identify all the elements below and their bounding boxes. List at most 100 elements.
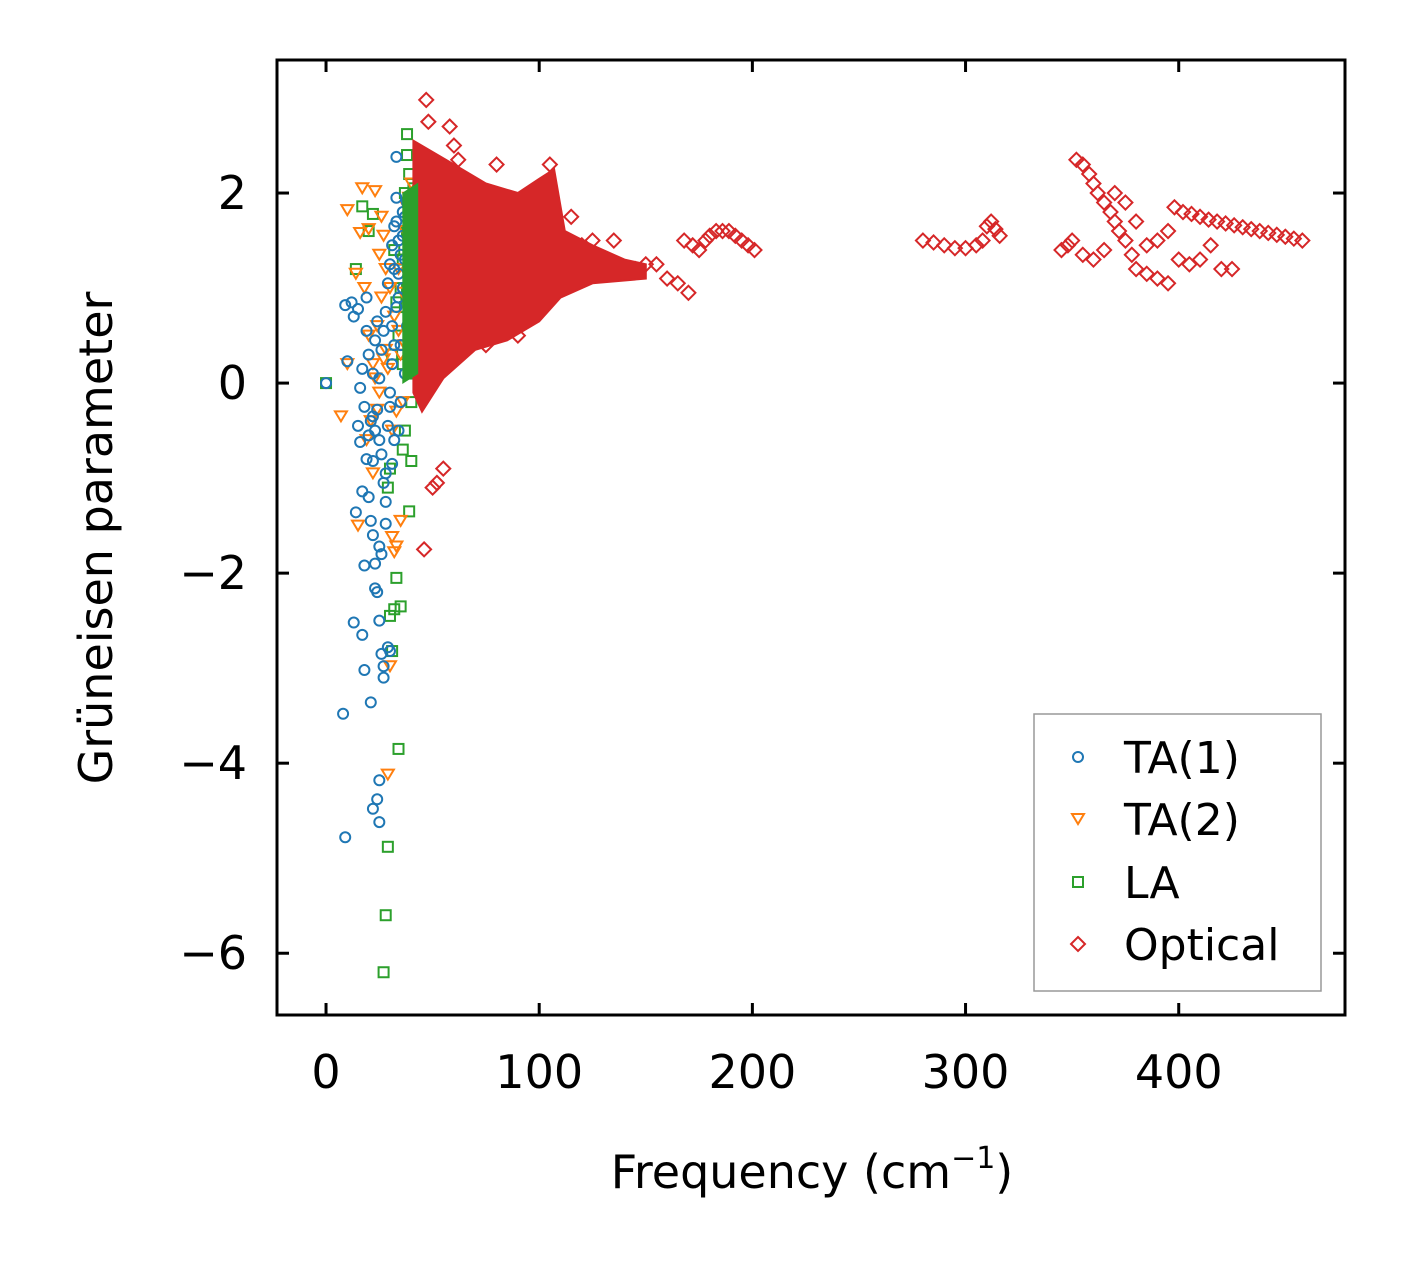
ta2-point — [339, 358, 356, 372]
la-point — [379, 909, 392, 922]
optical-point — [1191, 208, 1209, 226]
optical-point — [1170, 251, 1188, 268]
ta1-point — [392, 424, 405, 437]
ta1-point — [339, 831, 352, 844]
la-point — [401, 149, 414, 162]
optical-point — [441, 118, 459, 135]
x-tick-label: 400 — [1135, 1045, 1223, 1099]
optical-point — [982, 213, 1000, 230]
ta1-point — [369, 334, 382, 347]
optical-point — [675, 232, 693, 249]
la-point — [388, 603, 401, 616]
legend-marker-la — [1072, 876, 1084, 888]
optical-point — [417, 91, 435, 109]
optical-point — [701, 227, 719, 245]
y-tick-labels: −6 −4 −2 0 2 — [179, 166, 247, 980]
la-point — [405, 455, 418, 468]
optical-point — [434, 460, 452, 478]
ta1-point — [375, 343, 388, 356]
optical-point — [991, 227, 1009, 245]
ta1-point — [371, 586, 384, 599]
ta1-point — [366, 529, 379, 542]
optical-point — [720, 222, 738, 240]
ta1-point — [337, 707, 350, 720]
ta1-point — [341, 355, 354, 368]
y-tick-label: −2 — [179, 546, 247, 600]
la-point — [401, 128, 414, 141]
ta1-point — [375, 448, 388, 461]
legend-label-la: LA — [1124, 858, 1180, 909]
optical-point — [419, 113, 437, 131]
ta1-point — [371, 403, 384, 416]
optical-point — [415, 540, 433, 558]
y-tick-label: 2 — [218, 166, 247, 220]
la-point — [381, 840, 394, 853]
ta1-point — [390, 301, 403, 314]
optical-point — [925, 234, 942, 251]
ta2-point — [348, 267, 364, 281]
x-tick-labels: 0 100 200 300 400 — [311, 1045, 1222, 1099]
optical-point — [1106, 213, 1124, 230]
optical-point — [658, 270, 676, 287]
legend-entry-ta2: TA(2) — [1070, 795, 1240, 846]
legend-label-optical: Optical — [1124, 920, 1279, 971]
optical-point — [1148, 232, 1166, 249]
ta2-point — [388, 540, 405, 554]
ta1-point — [356, 485, 369, 498]
ta1-point — [383, 645, 396, 658]
optical-point — [428, 474, 446, 492]
optical-point — [714, 222, 731, 240]
optical-point — [1223, 260, 1241, 278]
optical-point — [1166, 198, 1183, 216]
optical-point — [967, 236, 985, 254]
ta1-point — [320, 377, 333, 390]
ta1-point — [360, 453, 373, 466]
ta1-point — [371, 793, 384, 806]
la-point — [377, 966, 390, 979]
ta2-point — [360, 223, 377, 237]
optical-point — [974, 232, 992, 249]
y-tick-label: −4 — [179, 736, 247, 790]
ta1-point — [379, 517, 392, 530]
optical-point — [1127, 213, 1145, 230]
optical-dense-band — [402, 139, 647, 414]
ta2-point — [373, 210, 390, 224]
la-dense-region — [402, 182, 419, 385]
ta1-point — [383, 386, 396, 399]
plot-frame — [275, 58, 1347, 1017]
ta1-point — [381, 277, 394, 290]
optical-point — [1095, 194, 1113, 211]
ta1-point — [362, 429, 375, 442]
ta1-point — [388, 220, 401, 233]
optical-point — [1095, 241, 1113, 259]
ta1-point — [373, 816, 386, 829]
ta2-point — [365, 358, 381, 372]
ta2-point — [350, 519, 366, 533]
ta2-point — [371, 386, 388, 400]
ta1-point — [358, 559, 371, 572]
optical-point — [1159, 222, 1177, 240]
y-tick-label: 0 — [218, 356, 247, 410]
optical-point — [605, 232, 623, 249]
legend-marker-optical — [1069, 935, 1087, 953]
ta1-point — [349, 506, 362, 519]
ta1-point — [377, 324, 390, 337]
legend-entry-la: LA — [1072, 858, 1180, 909]
ta1-point — [352, 302, 365, 315]
optical-point — [986, 220, 1004, 238]
ta1-point — [354, 436, 367, 448]
optical-point — [1106, 184, 1124, 202]
ta1-point — [383, 258, 396, 271]
optical-point — [1067, 151, 1085, 169]
ta1-point — [366, 802, 379, 815]
ta2-point — [365, 467, 381, 481]
x-tick-label: 100 — [495, 1045, 583, 1099]
ta1-point — [360, 324, 373, 337]
optical-point — [1191, 251, 1209, 268]
optical-point — [424, 479, 442, 497]
ta1-point — [366, 455, 379, 468]
y-tick-label: −6 — [179, 926, 247, 980]
optical-point — [669, 274, 687, 292]
ta2-point — [392, 514, 409, 528]
optical-point — [733, 232, 751, 249]
